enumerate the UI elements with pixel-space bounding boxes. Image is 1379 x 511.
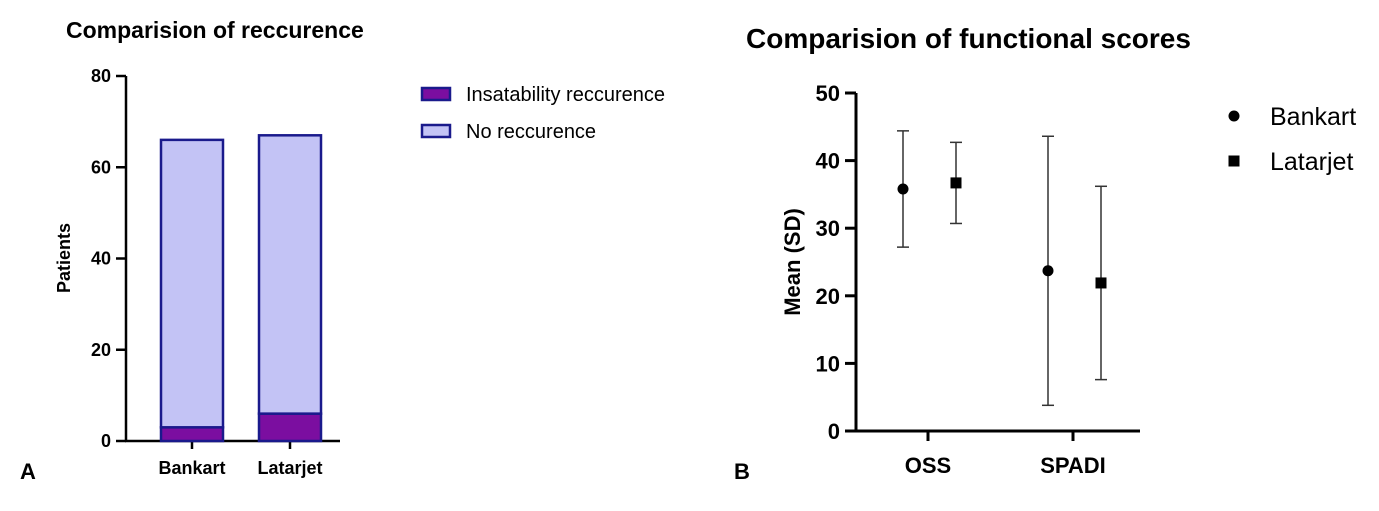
chart-a-x-tick-label: Bankart [158,458,225,478]
chart-b-y-tick-label: 10 [816,351,840,376]
chart-a-y-tick-label: 40 [91,249,111,269]
chart-a-y-tick-label: 80 [91,66,111,86]
bar-bankart-instability [159,426,225,443]
chart-b-axes: 0 10 20 30 40 50 OSS SPADI [816,81,1140,478]
chart-a-y-tick-label: 20 [91,340,111,360]
panel-b-letter: B [734,459,750,484]
chart-a-ylabel: Patients [54,223,74,293]
chart-b-legend: Bankart Latarjet [1228,103,1356,176]
legend-a-label-instability: Insatability reccurence [466,84,665,106]
point-bankart-spadi [1042,265,1054,277]
chart-a-legend: Insatability reccurence No reccurence [420,84,665,143]
chart-b-y-tick-label: 40 [816,149,840,174]
chart-b-x-tick-label: SPADI [1040,453,1106,478]
chart-b-ylabel: Mean (SD) [780,208,805,316]
legend-b-label-latarjet: Latarjet [1270,148,1353,176]
chart-a-axes: 0 20 40 60 80 Bankart Latarjet [91,66,340,478]
point-latarjet-spadi [1095,277,1107,289]
panel-a-letter: A [20,459,36,484]
legend-a-swatch-instability [420,86,452,102]
bar-latarjet-instability [257,412,323,443]
chart-b-y-tick-label: 50 [816,81,840,106]
chart-b-y-tick-label: 30 [816,216,840,241]
point-bankart-oss [897,183,909,195]
legend-b-marker-bankart [1228,110,1240,122]
bar-latarjet-no-recurrence [257,134,323,415]
legend-a-label-no-recurrence: No reccurence [466,121,596,143]
chart-b-title: Comparision of functional scores [746,23,1191,54]
chart-a-y-tick-label: 0 [101,431,111,451]
chart-a-y-tick-label: 60 [91,157,111,177]
chart-b-y-tick-label: 0 [828,419,840,444]
chart-b-y-tick-label: 20 [816,284,840,309]
chart-b-x-tick-label: OSS [905,453,951,478]
chart-a-title: Comparision of reccurence [66,17,364,43]
chart-a-x-tick-label: Latarjet [257,458,322,478]
legend-a-swatch-no-recurrence [420,123,452,139]
legend-b-marker-latarjet [1228,155,1240,167]
chart-b-points [897,130,1107,407]
point-latarjet-oss [950,177,962,189]
panel-a-recurrence-chart: Comparision of reccurence Patients 0 20 40… [20,17,665,484]
legend-b-label-bankart: Bankart [1270,103,1356,131]
chart-a-bars [159,134,323,443]
bar-bankart-no-recurrence [159,138,225,429]
panel-b-functional-scores-chart: Comparision of functional scores Mean (S… [734,23,1356,484]
